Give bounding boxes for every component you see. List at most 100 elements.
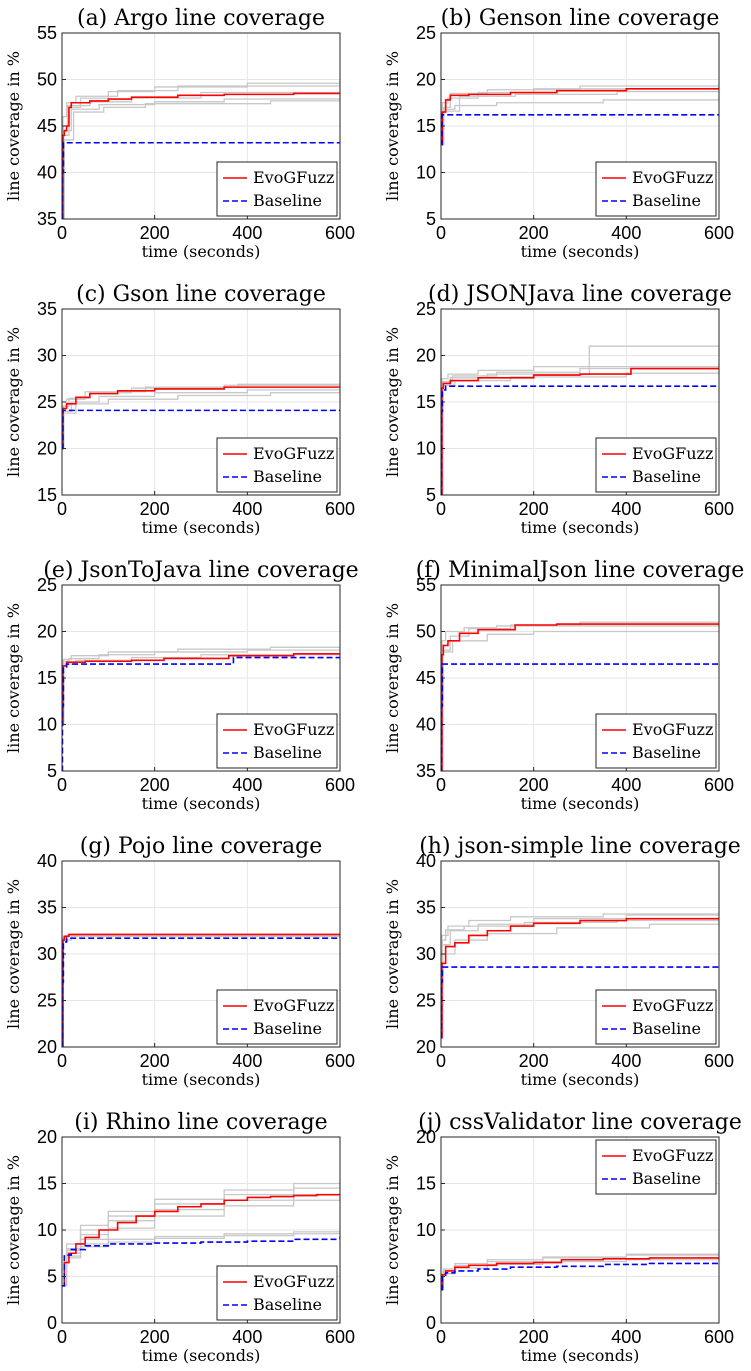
- y-tick-label: 15: [37, 1174, 57, 1194]
- x-axis-label: time (seconds): [142, 794, 261, 813]
- panel-title: (c) Gson line coverage: [76, 282, 326, 307]
- x-tick-label: 400: [611, 223, 641, 243]
- baseline-line: [441, 663, 719, 771]
- y-tick-label: 30: [37, 944, 57, 964]
- panel-d: (d) JSONJava line coverage 0 200 400 600 5 10 1…: [383, 282, 734, 537]
- legend-box: [216, 989, 338, 1045]
- y-tick-label: 20: [37, 622, 57, 642]
- y-tick-label: 45: [37, 116, 57, 136]
- x-tick-label: 600: [704, 499, 734, 519]
- x-tick-label: 400: [232, 499, 262, 519]
- y-tick-label: 25: [416, 299, 436, 319]
- x-tick-label: 200: [140, 1051, 170, 1071]
- run-line: [441, 86, 719, 146]
- legend: EvoGFuzz Baseline: [595, 161, 717, 217]
- y-tick-label: 10: [416, 1220, 436, 1240]
- y-tick-label: 30: [416, 944, 436, 964]
- x-tick-label: 200: [140, 775, 170, 795]
- run-line: [441, 630, 719, 771]
- legend-box: [595, 161, 717, 217]
- legend: EvoGFuzz Baseline: [595, 437, 717, 493]
- panel-f: (f) MinimalJson line coverage 0 200 400 600 3…: [383, 558, 744, 813]
- y-axis-label: line coverage in %: [4, 327, 23, 477]
- x-tick-label: 0: [436, 1051, 446, 1071]
- legend-baseline-label: Baseline: [253, 1295, 322, 1314]
- legend: EvoGFuzz Baseline: [216, 161, 338, 217]
- x-tick-label: 0: [57, 775, 67, 795]
- panel-c: (c) Gson line coverage 0 200 400 600 15 20 25 30…: [4, 282, 355, 537]
- x-tick-label: 600: [325, 223, 355, 243]
- legend: EvoGFuzz Baseline: [216, 989, 338, 1045]
- run-line: [62, 99, 340, 219]
- x-tick-label: 0: [57, 1327, 67, 1347]
- legend-baseline-label: Baseline: [632, 191, 701, 210]
- y-tick-label: 35: [37, 209, 57, 229]
- x-tick-label: 0: [57, 499, 67, 519]
- legend-box: [216, 161, 338, 217]
- legend-evogfuzz-label: EvoGFuzz: [632, 1146, 713, 1165]
- panel-g: (g) Pojo line coverage 0 200 400 600 20 25 30 35…: [4, 834, 355, 1089]
- y-tick-label: 35: [37, 898, 57, 918]
- x-axis-label: time (seconds): [521, 1070, 640, 1089]
- series-lines: [441, 623, 719, 771]
- run-line: [62, 382, 340, 450]
- y-tick-label: 10: [416, 163, 436, 183]
- y-tick-label: 15: [416, 116, 436, 136]
- legend: EvoGFuzz Baseline: [595, 1139, 717, 1195]
- x-tick-label: 400: [232, 223, 262, 243]
- run-line: [441, 1252, 719, 1291]
- x-tick-label: 0: [57, 1051, 67, 1071]
- y-tick-label: 50: [416, 622, 436, 642]
- x-axis-label: time (seconds): [521, 1346, 640, 1365]
- x-tick-label: 0: [57, 223, 67, 243]
- panel-title: (f) MinimalJson line coverage: [416, 558, 745, 583]
- panel-title: (j) cssValidator line coverage: [418, 1110, 742, 1135]
- legend-evogfuzz-label: EvoGFuzz: [253, 996, 334, 1015]
- panel-title: (a) Argo line coverage: [77, 6, 325, 31]
- legend-baseline-label: Baseline: [253, 1019, 322, 1038]
- legend-evogfuzz-label: EvoGFuzz: [632, 168, 713, 187]
- y-axis-label: line coverage in %: [383, 327, 402, 477]
- ticks: 0 200 400 600 0 5 10 15 20: [37, 1127, 355, 1347]
- x-tick-label: 400: [611, 499, 641, 519]
- legend-evogfuzz-label: EvoGFuzz: [253, 720, 334, 739]
- legend: EvoGFuzz Baseline: [216, 437, 338, 493]
- legend-baseline-label: Baseline: [632, 1019, 701, 1038]
- x-tick-label: 600: [325, 775, 355, 795]
- legend-baseline-label: Baseline: [253, 743, 322, 762]
- x-tick-label: 200: [140, 223, 170, 243]
- y-axis-label: line coverage in %: [4, 1155, 23, 1305]
- x-tick-label: 0: [436, 775, 446, 795]
- panel-title: (b) Genson line coverage: [441, 6, 720, 31]
- y-tick-label: 25: [37, 575, 57, 595]
- x-axis-label: time (seconds): [142, 518, 261, 537]
- run-line: [441, 912, 719, 1039]
- x-axis-label: time (seconds): [521, 242, 640, 261]
- legend: EvoGFuzz Baseline: [595, 713, 717, 769]
- x-tick-label: 600: [325, 499, 355, 519]
- legend-evogfuzz-label: EvoGFuzz: [253, 444, 334, 463]
- legend: EvoGFuzz Baseline: [595, 989, 717, 1045]
- panel-title: (h) json-simple line coverage: [419, 834, 741, 859]
- x-tick-label: 200: [519, 775, 549, 795]
- x-tick-label: 400: [232, 1327, 262, 1347]
- panel-i: (i) Rhino line coverage 0 200 400 600 0 5 10 15 2…: [4, 1110, 355, 1365]
- x-tick-label: 200: [140, 1327, 170, 1347]
- y-tick-label: 5: [426, 1267, 436, 1287]
- legend-box: [216, 437, 338, 493]
- evogfuzz-line: [441, 1257, 719, 1291]
- ticks: 0 200 400 600 5 10 15 20 25: [416, 299, 734, 519]
- y-axis-label: line coverage in %: [383, 603, 402, 753]
- legend-evogfuzz-label: EvoGFuzz: [632, 720, 713, 739]
- y-tick-label: 25: [416, 991, 436, 1011]
- legend-box: [595, 713, 717, 769]
- y-axis-label: line coverage in %: [4, 603, 23, 753]
- y-tick-label: 45: [416, 668, 436, 688]
- y-tick-label: 25: [37, 392, 57, 412]
- y-tick-label: 50: [37, 70, 57, 90]
- legend-evogfuzz-label: EvoGFuzz: [632, 996, 713, 1015]
- y-axis-label: line coverage in %: [4, 879, 23, 1029]
- baseline-line: [62, 1236, 340, 1287]
